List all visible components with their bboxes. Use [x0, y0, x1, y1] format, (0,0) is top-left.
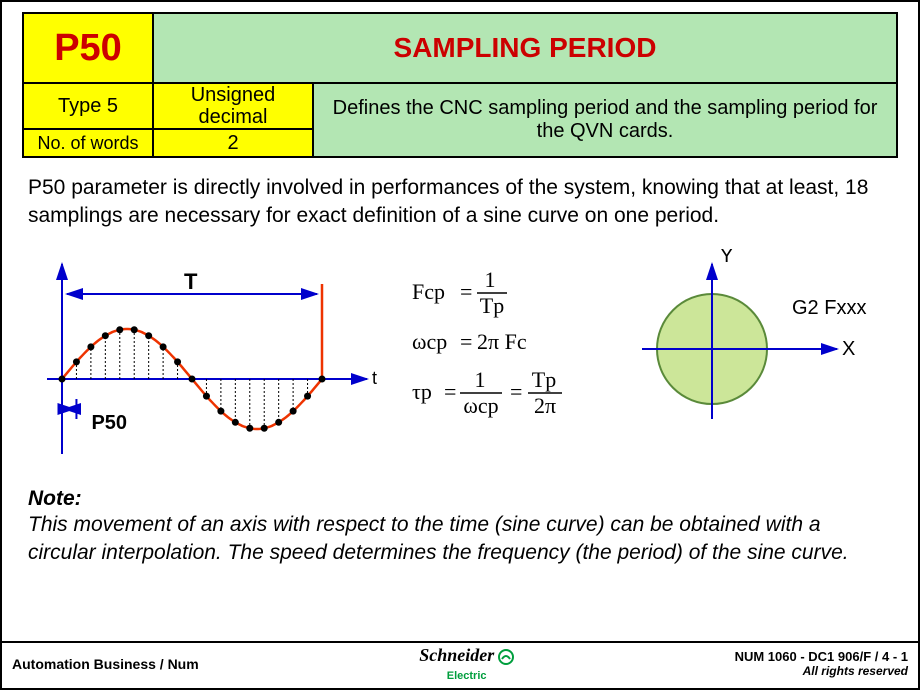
brand-logo-icon [498, 649, 514, 665]
svg-text:1: 1 [475, 367, 486, 392]
parameter-header-table: P50SAMPLING PERIODType 5UnsigneddecimalD… [22, 12, 898, 158]
svg-text:P50: P50 [91, 412, 127, 434]
footer-left: Automation Business / Num [12, 656, 199, 672]
note-section: Note: This movement of an axis with resp… [28, 487, 892, 568]
note-label: Note: [28, 487, 892, 511]
note-text: This movement of an axis with respect to… [28, 511, 892, 568]
brand-sub: Electric [447, 670, 487, 682]
svg-text:ωcp: ωcp [463, 393, 498, 418]
svg-text:2π Fc: 2π Fc [477, 329, 527, 354]
footer: Automation Business / Num Schneider Elec… [2, 641, 918, 684]
svg-text:ωcp: ωcp [412, 329, 447, 354]
svg-text:Fcp: Fcp [412, 279, 445, 304]
svg-text:1: 1 [485, 267, 496, 292]
svg-text:=: = [460, 279, 472, 304]
svg-text:T: T [184, 269, 198, 294]
footer-brand: Schneider Electric [419, 645, 514, 682]
svg-text:=: = [460, 329, 472, 354]
svg-text:2π: 2π [534, 393, 556, 418]
svg-text:τp: τp [412, 379, 432, 404]
formula-block: Fcp=1Tpωcp=2π Fcτp=1ωcp=Tp2π [402, 249, 602, 439]
footer-right: NUM 1060 - DC1 906/F / 4 - 1 All rights … [735, 649, 908, 678]
svg-text:G2 Fxxx: G2 Fxxx [792, 297, 866, 319]
footer-code: NUM 1060 - DC1 906/F / 4 - 1 [735, 649, 908, 664]
svg-text:Tp: Tp [532, 367, 556, 392]
body-paragraph: P50 parameter is directly involved in pe… [28, 174, 892, 231]
svg-text:X: X [842, 338, 855, 360]
svg-text:=: = [510, 379, 522, 404]
svg-text:Tp: Tp [480, 293, 504, 318]
brand-main: Schneider [419, 645, 494, 665]
sine-diagram: T P50 t [22, 249, 382, 469]
diagram-row: TP50t Fcp=1Tpωcp=2π Fcτp=1ωcp=Tp2π YXG2 … [22, 249, 898, 469]
footer-rights: All rights reserved [735, 664, 908, 678]
svg-text:Y: Y [720, 249, 733, 267]
svg-text:t: t [372, 368, 377, 388]
circle-diagram: Y X G2 Fxxx [622, 249, 892, 449]
svg-text:=: = [444, 379, 456, 404]
